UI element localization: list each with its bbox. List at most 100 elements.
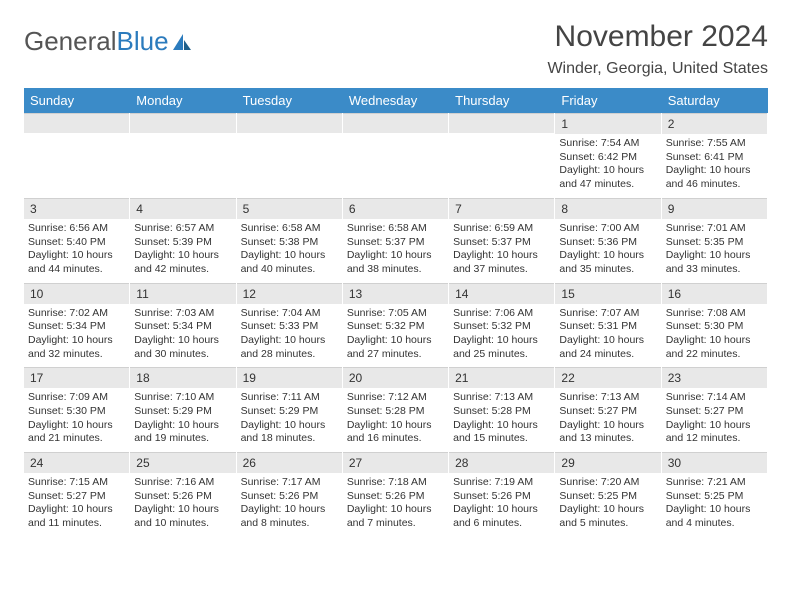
day-number: 11 (130, 283, 235, 304)
daylight-text: Daylight: 10 hours and 21 minutes. (28, 419, 125, 446)
day-cell: 3Sunrise: 6:56 AMSunset: 5:40 PMDaylight… (24, 198, 130, 283)
day-number (449, 113, 554, 133)
day-number: 6 (343, 198, 448, 219)
sunrise-text: Sunrise: 7:01 AM (666, 222, 763, 236)
day-number: 4 (130, 198, 235, 219)
day-body: Sunrise: 7:03 AMSunset: 5:34 PMDaylight:… (130, 304, 235, 368)
day-number (130, 113, 235, 133)
day-body: Sunrise: 7:08 AMSunset: 5:30 PMDaylight:… (662, 304, 767, 368)
daylight-text: Daylight: 10 hours and 37 minutes. (453, 249, 550, 276)
day-cell: 7Sunrise: 6:59 AMSunset: 5:37 PMDaylight… (449, 198, 555, 283)
sunrise-text: Sunrise: 7:12 AM (347, 391, 444, 405)
sunrise-text: Sunrise: 7:08 AM (666, 307, 763, 321)
sunset-text: Sunset: 5:28 PM (453, 405, 550, 419)
day-cell: 28Sunrise: 7:19 AMSunset: 5:26 PMDayligh… (449, 452, 555, 537)
day-body: Sunrise: 7:11 AMSunset: 5:29 PMDaylight:… (237, 388, 342, 452)
sunrise-text: Sunrise: 7:20 AM (559, 476, 656, 490)
daylight-text: Daylight: 10 hours and 12 minutes. (666, 419, 763, 446)
day-cell: 30Sunrise: 7:21 AMSunset: 5:25 PMDayligh… (662, 452, 768, 537)
weekday-sat: Saturday (662, 88, 768, 113)
sunset-text: Sunset: 5:36 PM (559, 236, 656, 250)
day-number: 26 (237, 452, 342, 473)
daylight-text: Daylight: 10 hours and 47 minutes. (559, 164, 656, 191)
day-number: 22 (555, 367, 660, 388)
sunset-text: Sunset: 5:25 PM (666, 490, 763, 504)
sunrise-text: Sunrise: 6:58 AM (241, 222, 338, 236)
daylight-text: Daylight: 10 hours and 6 minutes. (453, 503, 550, 530)
sunset-text: Sunset: 5:32 PM (347, 320, 444, 334)
sunset-text: Sunset: 5:27 PM (559, 405, 656, 419)
sunrise-text: Sunrise: 7:16 AM (134, 476, 231, 490)
sunset-text: Sunset: 5:29 PM (134, 405, 231, 419)
day-cell (130, 113, 236, 198)
day-cell: 15Sunrise: 7:07 AMSunset: 5:31 PMDayligh… (555, 283, 661, 368)
day-cell: 13Sunrise: 7:05 AMSunset: 5:32 PMDayligh… (343, 283, 449, 368)
daylight-text: Daylight: 10 hours and 40 minutes. (241, 249, 338, 276)
day-number: 9 (662, 198, 767, 219)
week-num-row: 24Sunrise: 7:15 AMSunset: 5:27 PMDayligh… (24, 452, 768, 537)
day-body: Sunrise: 7:54 AMSunset: 6:42 PMDaylight:… (555, 134, 660, 198)
day-body (237, 133, 342, 142)
day-number: 28 (449, 452, 554, 473)
daylight-text: Daylight: 10 hours and 11 minutes. (28, 503, 125, 530)
logo-text-general: General (24, 26, 117, 57)
day-number: 18 (130, 367, 235, 388)
day-cell: 18 Sunrise: 7:10 AMSunset: 5:29 PMDayligh… (130, 367, 236, 452)
sunrise-text: Sunrise: 7:10 AM (134, 391, 231, 405)
daylight-text: Daylight: 10 hours and 30 minutes. (134, 334, 231, 361)
day-number: 17 (24, 367, 129, 388)
day-number: 7 (449, 198, 554, 219)
day-body: Sunrise: 7:07 AMSunset: 5:31 PMDaylight:… (555, 304, 660, 368)
title-block: November 2024 Winder, Georgia, United St… (547, 20, 768, 78)
daylight-text: Daylight: 10 hours and 22 minutes. (666, 334, 763, 361)
sunset-text: Sunset: 5:26 PM (241, 490, 338, 504)
sunrise-text: Sunrise: 6:57 AM (134, 222, 231, 236)
day-number: 8 (555, 198, 660, 219)
day-cell: 23Sunrise: 7:14 AMSunset: 5:27 PMDayligh… (662, 367, 768, 452)
sunset-text: Sunset: 5:30 PM (28, 405, 125, 419)
sunrise-text: Sunrise: 6:56 AM (28, 222, 125, 236)
day-cell: 19Sunrise: 7:11 AMSunset: 5:29 PMDayligh… (237, 367, 343, 452)
day-body (343, 133, 448, 142)
weekday-sun: Sunday (24, 88, 130, 113)
sunrise-text: Sunrise: 7:11 AM (241, 391, 338, 405)
day-number: 21 (449, 367, 554, 388)
daylight-text: Daylight: 10 hours and 46 minutes. (666, 164, 763, 191)
sunset-text: Sunset: 5:29 PM (241, 405, 338, 419)
sunset-text: Sunset: 5:37 PM (453, 236, 550, 250)
logo-text-blue: Blue (117, 26, 169, 57)
sunrise-text: Sunrise: 7:00 AM (559, 222, 656, 236)
day-number (24, 113, 129, 133)
daylight-text: Daylight: 10 hours and 42 minutes. (134, 249, 231, 276)
daylight-text: Daylight: 10 hours and 28 minutes. (241, 334, 338, 361)
day-body (24, 133, 129, 142)
sunrise-text: Sunrise: 7:06 AM (453, 307, 550, 321)
sunrise-text: Sunrise: 7:54 AM (559, 137, 656, 151)
day-body: Sunrise: 6:59 AMSunset: 5:37 PMDaylight:… (449, 219, 554, 283)
day-number: 12 (237, 283, 342, 304)
day-cell: 8Sunrise: 7:00 AMSunset: 5:36 PMDaylight… (555, 198, 661, 283)
daylight-text: Daylight: 10 hours and 19 minutes. (134, 419, 231, 446)
sunset-text: Sunset: 5:26 PM (347, 490, 444, 504)
day-number: 20 (343, 367, 448, 388)
day-body: Sunrise: 7:55 AMSunset: 6:41 PMDaylight:… (662, 134, 767, 198)
daylight-text: Daylight: 10 hours and 27 minutes. (347, 334, 444, 361)
day-body: Sunrise: 7:20 AMSunset: 5:25 PMDaylight:… (555, 473, 660, 537)
daylight-text: Daylight: 10 hours and 5 minutes. (559, 503, 656, 530)
day-cell: 5Sunrise: 6:58 AMSunset: 5:38 PMDaylight… (237, 198, 343, 283)
day-body: Sunrise: 6:58 AMSunset: 5:38 PMDaylight:… (237, 219, 342, 283)
sunset-text: Sunset: 5:32 PM (453, 320, 550, 334)
calendar: Sunday Monday Tuesday Wednesday Thursday… (24, 88, 768, 537)
day-cell: 26Sunrise: 7:17 AMSunset: 5:26 PMDayligh… (237, 452, 343, 537)
day-cell: 9Sunrise: 7:01 AMSunset: 5:35 PMDaylight… (662, 198, 768, 283)
sunset-text: Sunset: 6:41 PM (666, 151, 763, 165)
day-body: Sunrise: 7:16 AMSunset: 5:26 PMDaylight:… (130, 473, 235, 537)
day-number: 29 (555, 452, 660, 473)
day-cell: 2Sunrise: 7:55 AMSunset: 6:41 PMDaylight… (662, 113, 768, 198)
day-number: 15 (555, 283, 660, 304)
sunset-text: Sunset: 5:27 PM (666, 405, 763, 419)
day-body: Sunrise: 7:18 AMSunset: 5:26 PMDaylight:… (343, 473, 448, 537)
day-cell: 14Sunrise: 7:06 AMSunset: 5:32 PMDayligh… (449, 283, 555, 368)
day-number: 1 (555, 113, 660, 134)
sunset-text: Sunset: 5:33 PM (241, 320, 338, 334)
